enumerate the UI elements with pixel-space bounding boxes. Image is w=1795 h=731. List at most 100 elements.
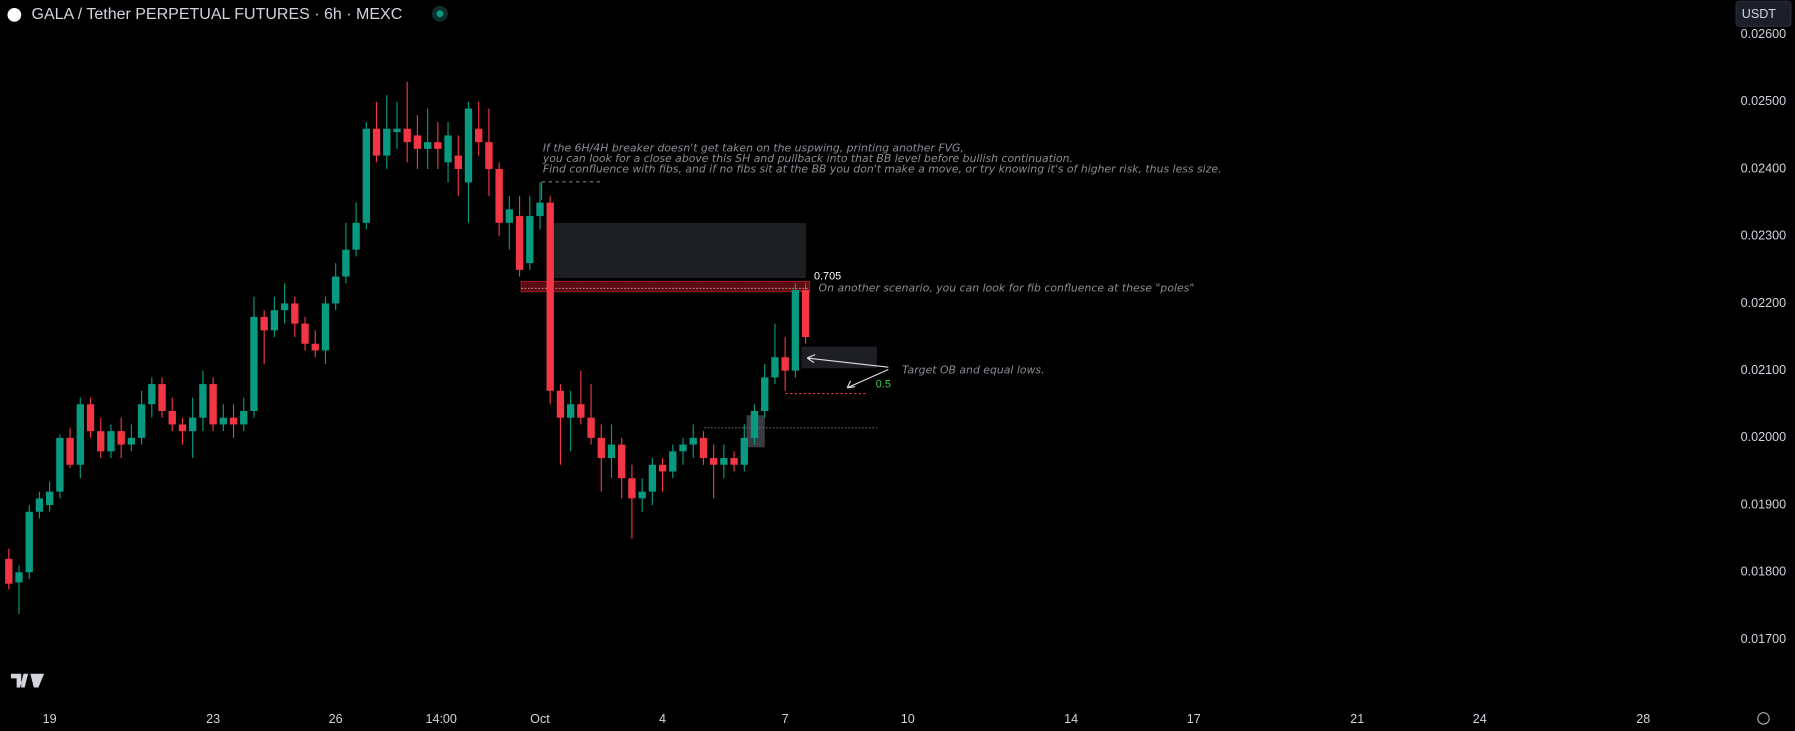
candle-body [658, 464, 667, 472]
annotation: you can look for a close above this SH a… [542, 152, 1073, 165]
candle-body [35, 498, 44, 512]
candle-body [618, 444, 626, 479]
y-tick-label: 0.02100 [1741, 363, 1786, 377]
candle-body [699, 437, 708, 459]
y-tick-label: 0.01900 [1741, 497, 1786, 511]
candle-body [597, 437, 605, 459]
candle-body [229, 417, 238, 425]
candle-body [485, 142, 493, 170]
candle-body [362, 128, 371, 223]
candle-body [260, 316, 268, 331]
y-tick-label: 0.02300 [1741, 229, 1786, 243]
candle-body [761, 377, 769, 411]
candle-body [730, 458, 738, 465]
candle-body [209, 384, 217, 425]
currency[interactable]: USDT [1742, 7, 1777, 21]
y-tick-label: 0.02200 [1741, 296, 1786, 310]
candle-body [628, 478, 636, 499]
candle-body [127, 437, 136, 445]
candle-body [546, 202, 554, 391]
annotation: Find confluence with fibs, and if no fib… [543, 162, 1222, 175]
candle-body [148, 384, 156, 405]
candle-body [219, 417, 227, 425]
candle-body [434, 142, 442, 149]
x-tick-label: 14 [1064, 712, 1078, 726]
x-tick-label: Oct [530, 712, 550, 726]
candle-body [526, 216, 534, 264]
candle-body [413, 135, 422, 149]
candle-body [771, 357, 779, 378]
candle-body [577, 404, 585, 418]
settings-icon[interactable] [1757, 712, 1770, 725]
candle-body [76, 404, 84, 465]
candle-body [536, 202, 544, 217]
candle-body [270, 310, 279, 331]
candle-body [648, 464, 657, 492]
symbol-icon [7, 8, 22, 22]
candle-body [444, 135, 452, 163]
candle-body [556, 390, 565, 418]
x-tick-label: 21 [1350, 712, 1364, 726]
candle-body [495, 169, 503, 223]
x-tick-label: 23 [206, 712, 220, 726]
candle-body [454, 155, 462, 170]
candle-body [45, 491, 54, 506]
candle-body [372, 128, 381, 156]
candle-body [188, 417, 197, 432]
x-tick-label: 17 [1187, 712, 1201, 726]
candle-body [240, 410, 248, 425]
candle-body [321, 303, 330, 351]
x-tick-label: 19 [43, 712, 57, 726]
y-tick-label: 0.02400 [1741, 161, 1786, 175]
candle-body [566, 404, 575, 418]
x-tick-label: 14:00 [425, 712, 456, 726]
candle-body [199, 384, 207, 418]
candle-body [168, 410, 176, 425]
x-tick-label: 28 [1636, 712, 1650, 726]
candle-body [750, 410, 759, 438]
candle-body [781, 357, 789, 371]
chart-title: GALA / Tether PERPETUAL FUTURES · 6h · M… [32, 6, 403, 23]
candle-body [587, 417, 595, 438]
breaker-zone [553, 223, 806, 278]
candle-body [332, 276, 340, 304]
currency-button[interactable] [1735, 0, 1792, 27]
candle-body [107, 431, 115, 452]
target-note: Target OB and equal lows. [902, 364, 1044, 377]
candle-body [86, 404, 95, 432]
candle-body [291, 303, 299, 324]
y-tick-label: 0.01800 [1741, 565, 1786, 579]
candle-body [280, 303, 289, 311]
fib-label: 0.5 [876, 378, 891, 390]
candle-body [720, 458, 728, 465]
candle-body [250, 316, 258, 411]
candle-body [352, 222, 360, 250]
candle-body [669, 451, 677, 472]
candle-body [791, 290, 800, 371]
candle-body [66, 437, 74, 465]
candle-body [403, 128, 411, 143]
x-tick-label: 10 [901, 712, 915, 726]
candle-body [117, 431, 125, 445]
status-dot [436, 10, 444, 18]
candle-body [25, 511, 33, 573]
candle-body [342, 249, 350, 277]
candle-body [5, 558, 13, 584]
candle-body [56, 437, 64, 492]
candle-body [301, 323, 309, 344]
candle-body [679, 444, 687, 452]
candle-body [15, 572, 23, 583]
candle-body [383, 128, 391, 156]
candle-body [638, 491, 646, 499]
bb-zone [520, 280, 810, 293]
candle-body [740, 437, 748, 465]
candle-body [178, 424, 187, 432]
x-tick-label: 24 [1473, 712, 1487, 726]
y-tick-label: 0.02000 [1741, 430, 1786, 444]
candle-body [689, 437, 697, 445]
candle-body [515, 216, 524, 270]
x-tick-label: 7 [782, 712, 789, 726]
